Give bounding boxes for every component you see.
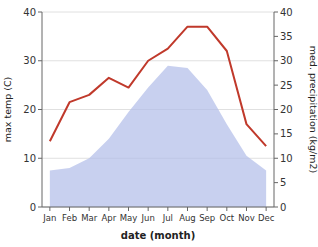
y2-tick bbox=[274, 158, 278, 159]
y2-tick-label: 20 bbox=[280, 104, 293, 115]
y-tick bbox=[38, 207, 42, 208]
y-tick bbox=[38, 158, 42, 159]
x-tick bbox=[187, 207, 188, 211]
x-tick bbox=[246, 207, 247, 211]
y-tick bbox=[38, 60, 42, 61]
x-tick bbox=[89, 207, 90, 211]
x-tick bbox=[128, 207, 129, 211]
grid-line bbox=[42, 12, 274, 13]
y2-tick-label: 15 bbox=[280, 128, 293, 139]
x-tick bbox=[148, 207, 149, 211]
x-tick bbox=[167, 207, 168, 211]
y2-tick-label: 25 bbox=[280, 80, 293, 91]
y2-tick-label: 10 bbox=[280, 153, 293, 164]
grid-line bbox=[42, 60, 274, 61]
y-tick-label: 40 bbox=[23, 7, 36, 18]
y-tick-label: 0 bbox=[30, 202, 36, 213]
x-tick bbox=[69, 207, 70, 211]
y2-tick bbox=[274, 109, 278, 110]
x-tick-label: Sep bbox=[199, 213, 215, 223]
x-tick-label: Oct bbox=[219, 213, 234, 223]
x-tick bbox=[207, 207, 208, 211]
x-tick bbox=[266, 207, 267, 211]
x-tick-label: May bbox=[120, 213, 138, 223]
y2-tick bbox=[274, 133, 278, 134]
x-tick-label: Dec bbox=[258, 213, 275, 223]
x-tick-label: Jun bbox=[141, 213, 155, 223]
y2-tick bbox=[274, 12, 278, 13]
y-tick bbox=[38, 109, 42, 110]
x-tick-label: Nov bbox=[238, 213, 255, 223]
grid-line bbox=[42, 207, 274, 208]
y2-tick-label: 40 bbox=[280, 7, 293, 18]
x-tick bbox=[226, 207, 227, 211]
y2-tick-label: 35 bbox=[280, 31, 293, 42]
plot-area bbox=[50, 27, 266, 207]
x-tick-label: Aug bbox=[179, 213, 196, 223]
x-tick bbox=[108, 207, 109, 211]
x-tick-label: Feb bbox=[62, 213, 77, 223]
y2-tick bbox=[274, 60, 278, 61]
x-tick-label: Jul bbox=[162, 213, 173, 223]
x-axis bbox=[42, 207, 274, 208]
y-axis-label: max temp (C) bbox=[2, 77, 13, 143]
y2-axis-label: med. precipitation (kg/m2) bbox=[308, 46, 318, 173]
y2-tick bbox=[274, 182, 278, 183]
x-tick-label: Mar bbox=[81, 213, 98, 223]
y2-tick-label: 30 bbox=[280, 55, 293, 66]
line bbox=[50, 27, 266, 146]
y-tick-label: 10 bbox=[23, 153, 36, 164]
area bbox=[50, 66, 266, 207]
y-tick-label: 20 bbox=[23, 104, 36, 115]
y-tick bbox=[38, 12, 42, 13]
y2-tick bbox=[274, 85, 278, 86]
y2-tick bbox=[274, 36, 278, 37]
y2-tick bbox=[274, 207, 278, 208]
y-axis bbox=[42, 12, 43, 207]
y2-tick-label: 0 bbox=[280, 202, 286, 213]
y-tick-label: 30 bbox=[23, 55, 36, 66]
chart: 0 10 20 30 40 0 5 10 15 20 25 30 35 40 Jan Feb MarApr May… bbox=[0, 0, 318, 247]
x-axis-label: date (month) bbox=[121, 230, 195, 241]
y2-axis bbox=[274, 12, 275, 207]
y2-tick-label: 5 bbox=[280, 177, 286, 188]
x-tick bbox=[49, 207, 50, 211]
x-tick-label: Apr bbox=[101, 213, 116, 223]
x-tick-label: Jan bbox=[42, 213, 56, 223]
